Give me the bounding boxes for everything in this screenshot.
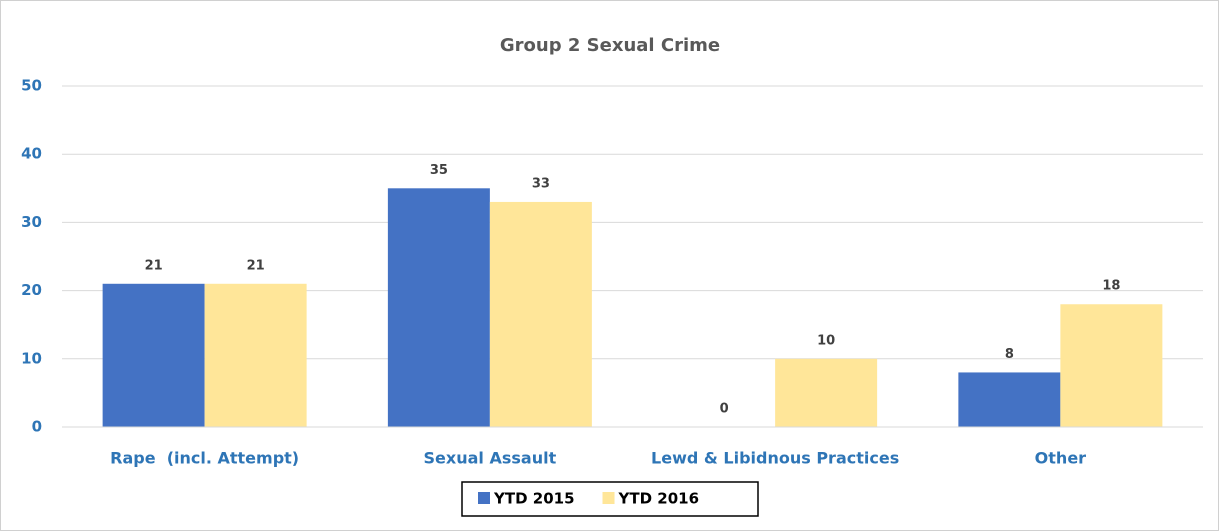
data-label: 8 — [1005, 347, 1014, 362]
x-tick-label: Other — [1035, 449, 1086, 468]
y-tick-label: 0 — [32, 418, 42, 436]
legend-swatch — [478, 492, 490, 504]
bar — [775, 358, 878, 427]
data-label: 21 — [247, 258, 265, 273]
x-tick-label: Lewd & Libidnous Practices — [651, 449, 899, 468]
data-label: 18 — [1102, 279, 1120, 294]
x-tick-label: Rape (incl. Attempt) — [110, 449, 299, 468]
data-label: 0 — [720, 402, 729, 417]
y-tick-label: 20 — [21, 281, 42, 299]
data-label: 21 — [145, 258, 163, 273]
bar — [1060, 304, 1163, 427]
data-label: 35 — [430, 163, 448, 178]
y-tick-label: 50 — [21, 77, 42, 95]
legend-label: YTD 2015 — [493, 490, 575, 508]
bar — [387, 188, 490, 427]
x-tick-label: Sexual Assault — [424, 449, 557, 468]
y-tick-label: 40 — [21, 145, 42, 163]
data-label: 10 — [817, 333, 835, 348]
legend-label: YTD 2016 — [618, 490, 700, 508]
bar — [958, 372, 1061, 427]
y-tick-label: 10 — [21, 349, 42, 367]
chart-title: Group 2 Sexual Crime — [500, 35, 720, 56]
data-label: 33 — [532, 176, 550, 191]
bar — [102, 283, 205, 427]
legend-swatch — [602, 492, 615, 504]
bar — [489, 201, 592, 427]
bar — [204, 283, 307, 427]
y-tick-label: 30 — [21, 213, 42, 231]
